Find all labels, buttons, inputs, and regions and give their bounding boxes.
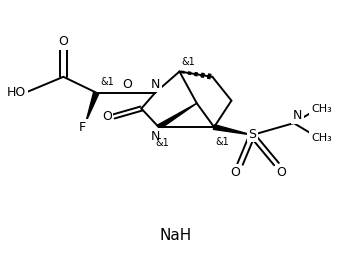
Text: &1: &1: [155, 138, 169, 148]
Text: CH₃: CH₃: [311, 104, 332, 114]
Polygon shape: [201, 73, 204, 77]
Text: O: O: [102, 110, 112, 123]
Polygon shape: [86, 92, 99, 122]
Text: &1: &1: [100, 77, 114, 87]
Text: NaH: NaH: [160, 228, 192, 243]
Polygon shape: [157, 103, 197, 129]
Text: N: N: [151, 78, 160, 91]
Polygon shape: [208, 74, 211, 79]
Text: HO: HO: [7, 86, 26, 99]
Text: O: O: [58, 35, 68, 48]
Polygon shape: [195, 73, 197, 76]
Polygon shape: [188, 72, 191, 74]
Text: F: F: [79, 121, 86, 134]
Text: N: N: [151, 130, 160, 143]
Text: O: O: [122, 78, 132, 91]
Text: &1: &1: [216, 137, 230, 147]
Text: CH₃: CH₃: [311, 133, 332, 143]
Text: S: S: [248, 128, 256, 141]
Text: N: N: [293, 109, 302, 122]
Polygon shape: [213, 125, 252, 135]
Text: O: O: [277, 166, 287, 178]
Polygon shape: [182, 71, 184, 73]
Text: &1: &1: [181, 57, 195, 67]
Text: O: O: [230, 166, 240, 178]
